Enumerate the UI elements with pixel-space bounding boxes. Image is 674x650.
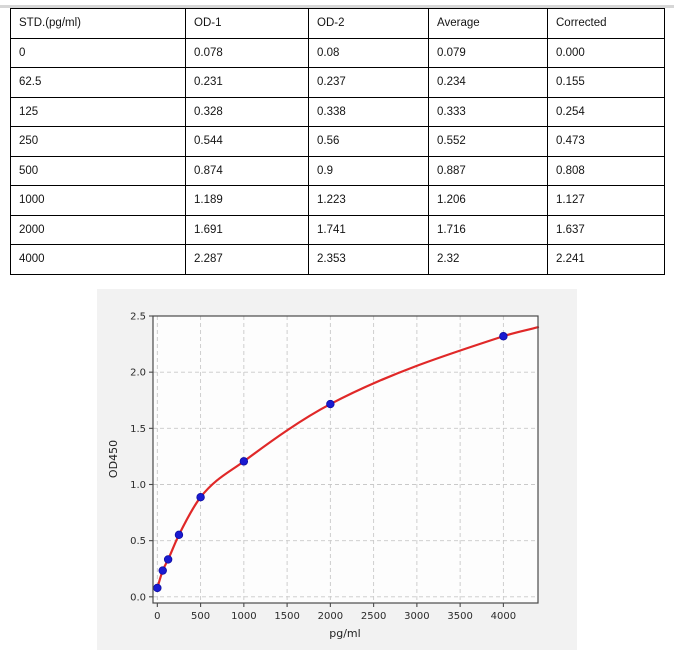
table-cell: 0.338	[308, 96, 429, 127]
y-tick-label: 0.5	[130, 536, 146, 547]
x-tick-label: 4000	[491, 611, 516, 622]
table-cell: 0.333	[428, 96, 548, 127]
data-point	[326, 399, 335, 409]
table-cell: 0.56	[308, 126, 429, 157]
table-cell: 0.000	[547, 37, 665, 68]
data-point	[153, 583, 162, 593]
standard-curve-figure: 0 500 1000 1500 2000 2500 3000 3500 4000 0.0 0.5 1.…	[97, 289, 577, 650]
table-row: 500 0.874 0.9 0.887 0.808	[10, 155, 665, 186]
table-cell: 0.08	[308, 37, 429, 68]
table-row: 250 0.544 0.56 0.552 0.473	[10, 126, 665, 157]
y-tick-label: 1.0	[130, 480, 146, 491]
x-axis-label: pg/ml	[329, 627, 360, 640]
table-cell: 1000	[10, 185, 186, 216]
standards-table: STD.(pg/ml) OD-1 OD-2 Average Corrected 0 0.0…	[10, 8, 665, 275]
table-cell: 0.808	[547, 155, 665, 186]
table-row: 62.5 0.231 0.237 0.234 0.155	[10, 67, 665, 98]
data-point	[174, 530, 184, 540]
standard-curve-chart: 0 500 1000 1500 2000 2500 3000 3500 4000 0.0 0.5 1.…	[107, 312, 540, 640]
plot-background	[153, 316, 538, 603]
data-point	[499, 332, 508, 341]
table-row: 0 0.078 0.08 0.079 0.000	[10, 37, 665, 68]
x-tick-label: 2500	[361, 611, 386, 622]
table-cell: 1.741	[308, 214, 429, 245]
data-point	[239, 457, 249, 466]
table-cell: 0.079	[428, 37, 548, 68]
table-row: 125 0.328 0.338 0.333 0.254	[10, 96, 665, 127]
x-tick-label: 500	[191, 611, 210, 622]
table-cell: 0.887	[428, 155, 548, 186]
table-cell: 62.5	[10, 67, 186, 98]
table-cell: 125	[10, 96, 186, 127]
table-cell: 1.637	[547, 214, 665, 245]
table-cell: 0.552	[428, 126, 548, 157]
table-cell: 2.287	[185, 244, 309, 275]
x-tick-label: 3000	[404, 611, 429, 622]
column-header: OD-1	[185, 8, 309, 39]
table-cell: 2.353	[308, 244, 429, 275]
x-tick-label: 1500	[274, 611, 299, 622]
column-header: STD.(pg/ml)	[10, 8, 186, 39]
table-cell: 1.691	[185, 214, 309, 245]
table-cell: 0.254	[547, 96, 665, 127]
data-point	[196, 492, 205, 502]
axis-ticks	[149, 315, 504, 607]
x-tick-label: 0	[154, 611, 160, 622]
table-cell: 4000	[10, 244, 186, 275]
tick-labels: 0 500 1000 1500 2000 2500 3000 3500 4000 0.0 0.5 1.…	[130, 312, 516, 623]
table-cell: 250	[10, 126, 186, 157]
y-tick-label: 2.5	[130, 312, 146, 323]
y-tick-label: 2.0	[130, 368, 146, 379]
column-header: Corrected	[547, 8, 665, 39]
y-tick-label: 1.5	[130, 424, 146, 435]
data-point	[158, 566, 167, 575]
table-cell: 2000	[10, 214, 186, 245]
x-tick-label: 2000	[318, 611, 343, 622]
table-cell: 0.473	[547, 126, 665, 157]
table-cell: 0.9	[308, 155, 429, 186]
top-divider-rule	[0, 5, 674, 8]
header-row: STD.(pg/ml) OD-1 OD-2 Average Corrected	[10, 8, 665, 39]
table-cell: 0.544	[185, 126, 309, 157]
table-cell: 0.237	[308, 67, 429, 98]
table-row: 1000 1.189 1.223 1.206 1.127	[10, 185, 665, 216]
y-axis-label: OD450	[107, 440, 120, 478]
table-cell: 0.078	[185, 37, 309, 68]
table-cell: 1.127	[547, 185, 665, 216]
standards-table-body: 0 0.078 0.08 0.079 0.000 62.5 0.231 0.237 0.234 0…	[10, 37, 665, 275]
table-cell: 0.328	[185, 96, 309, 127]
standards-table-header: STD.(pg/ml) OD-1 OD-2 Average Corrected	[10, 8, 665, 39]
table-cell: 0.231	[185, 67, 309, 98]
data-points	[153, 332, 508, 593]
column-header: Average	[428, 8, 548, 39]
fit-curve	[156, 326, 540, 590]
table-cell: 500	[10, 155, 186, 186]
table-row: 4000 2.287 2.353 2.32 2.241	[10, 244, 665, 275]
table-cell: 1.189	[185, 185, 309, 216]
table-cell: 0	[10, 37, 186, 68]
x-tick-label: 3500	[447, 611, 472, 622]
table-cell: 0.874	[185, 155, 309, 186]
table-cell: 1.206	[428, 185, 548, 216]
table-cell: 0.155	[547, 67, 665, 98]
table-row: 2000 1.691 1.741 1.716 1.637	[10, 214, 665, 245]
data-point	[163, 555, 173, 564]
table-cell: 2.241	[547, 244, 665, 275]
table-cell: 1.716	[428, 214, 548, 245]
table-cell: 1.223	[308, 185, 429, 216]
plot-spines	[152, 315, 539, 604]
column-header: OD-2	[308, 8, 429, 39]
x-tick-label: 1000	[231, 611, 256, 622]
y-tick-label: 0.0	[130, 592, 146, 603]
table-cell: 0.234	[428, 67, 548, 98]
table-cell: 2.32	[428, 244, 548, 275]
